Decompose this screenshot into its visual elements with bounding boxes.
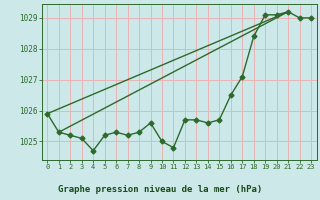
Text: Graphe pression niveau de la mer (hPa): Graphe pression niveau de la mer (hPa)	[58, 185, 262, 194]
